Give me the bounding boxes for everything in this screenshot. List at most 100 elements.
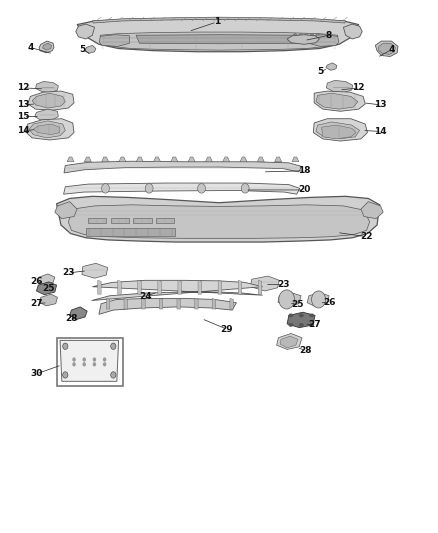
Circle shape bbox=[82, 358, 86, 362]
Text: 28: 28 bbox=[65, 314, 78, 323]
Polygon shape bbox=[321, 125, 356, 139]
Polygon shape bbox=[310, 33, 314, 35]
Text: 28: 28 bbox=[299, 346, 312, 355]
Text: 29: 29 bbox=[221, 325, 233, 334]
Polygon shape bbox=[57, 196, 380, 242]
Polygon shape bbox=[156, 217, 174, 223]
Text: 5: 5 bbox=[317, 68, 323, 76]
Circle shape bbox=[82, 362, 86, 367]
Polygon shape bbox=[60, 341, 119, 381]
Polygon shape bbox=[293, 33, 297, 35]
Polygon shape bbox=[98, 280, 101, 294]
Text: 22: 22 bbox=[360, 232, 373, 241]
Polygon shape bbox=[299, 33, 302, 35]
Polygon shape bbox=[70, 307, 87, 320]
Circle shape bbox=[63, 343, 68, 350]
Text: 26: 26 bbox=[323, 298, 335, 307]
Polygon shape bbox=[343, 24, 362, 39]
Polygon shape bbox=[158, 280, 161, 294]
Text: 12: 12 bbox=[17, 83, 30, 92]
Polygon shape bbox=[136, 157, 143, 162]
Polygon shape bbox=[118, 280, 121, 294]
Polygon shape bbox=[35, 109, 58, 120]
Polygon shape bbox=[313, 119, 367, 141]
Polygon shape bbox=[42, 43, 51, 50]
Polygon shape bbox=[361, 201, 383, 219]
Polygon shape bbox=[288, 314, 293, 317]
Polygon shape bbox=[205, 157, 212, 162]
Text: 20: 20 bbox=[298, 185, 311, 195]
Text: 14: 14 bbox=[374, 127, 387, 136]
Polygon shape bbox=[124, 298, 127, 309]
Circle shape bbox=[311, 291, 325, 308]
Polygon shape bbox=[111, 217, 129, 223]
Polygon shape bbox=[39, 294, 57, 306]
Polygon shape bbox=[316, 122, 360, 139]
Polygon shape bbox=[76, 24, 95, 39]
Polygon shape bbox=[134, 217, 152, 223]
Polygon shape bbox=[154, 157, 161, 162]
Polygon shape bbox=[159, 298, 163, 309]
Polygon shape bbox=[64, 183, 300, 194]
Polygon shape bbox=[102, 157, 109, 162]
Polygon shape bbox=[308, 35, 339, 46]
Polygon shape bbox=[292, 157, 299, 162]
Polygon shape bbox=[177, 298, 180, 309]
Polygon shape bbox=[171, 157, 178, 162]
Circle shape bbox=[93, 358, 96, 362]
Text: 27: 27 bbox=[308, 320, 321, 329]
Polygon shape bbox=[119, 157, 126, 162]
Circle shape bbox=[63, 372, 68, 378]
Polygon shape bbox=[68, 205, 370, 238]
Polygon shape bbox=[198, 280, 201, 294]
Polygon shape bbox=[218, 280, 222, 294]
Polygon shape bbox=[212, 298, 216, 309]
Polygon shape bbox=[299, 324, 304, 327]
FancyBboxPatch shape bbox=[57, 338, 123, 385]
Polygon shape bbox=[106, 298, 110, 309]
Text: 15: 15 bbox=[17, 112, 30, 121]
Polygon shape bbox=[85, 157, 92, 162]
Polygon shape bbox=[55, 201, 77, 219]
Polygon shape bbox=[141, 298, 145, 309]
Polygon shape bbox=[309, 324, 314, 327]
Polygon shape bbox=[85, 45, 96, 53]
Text: 18: 18 bbox=[298, 166, 311, 175]
Polygon shape bbox=[138, 280, 141, 294]
Text: 23: 23 bbox=[62, 269, 74, 277]
Text: 5: 5 bbox=[80, 45, 86, 54]
Text: 26: 26 bbox=[30, 277, 43, 286]
Circle shape bbox=[93, 362, 96, 367]
Polygon shape bbox=[251, 276, 279, 291]
Polygon shape bbox=[314, 91, 365, 111]
Polygon shape bbox=[92, 280, 263, 301]
Polygon shape bbox=[316, 33, 319, 35]
Polygon shape bbox=[194, 298, 198, 309]
Polygon shape bbox=[316, 93, 358, 109]
Circle shape bbox=[279, 290, 294, 309]
Polygon shape bbox=[99, 35, 130, 46]
Polygon shape bbox=[33, 124, 60, 135]
Polygon shape bbox=[37, 274, 55, 285]
Circle shape bbox=[145, 183, 153, 193]
Circle shape bbox=[111, 372, 116, 378]
Circle shape bbox=[111, 343, 116, 350]
Polygon shape bbox=[257, 157, 264, 162]
Polygon shape bbox=[136, 35, 302, 44]
Polygon shape bbox=[178, 280, 181, 294]
Polygon shape bbox=[188, 157, 195, 162]
Text: 25: 25 bbox=[291, 300, 304, 309]
Polygon shape bbox=[258, 280, 262, 294]
Polygon shape bbox=[32, 93, 65, 108]
Polygon shape bbox=[275, 157, 282, 162]
Text: 23: 23 bbox=[277, 280, 290, 289]
Text: 14: 14 bbox=[17, 126, 30, 135]
Polygon shape bbox=[92, 17, 346, 23]
Polygon shape bbox=[288, 324, 293, 327]
Polygon shape bbox=[36, 282, 57, 295]
Polygon shape bbox=[77, 19, 359, 52]
Polygon shape bbox=[299, 314, 304, 317]
Text: 12: 12 bbox=[353, 83, 365, 92]
Polygon shape bbox=[287, 312, 315, 328]
Polygon shape bbox=[238, 280, 242, 294]
